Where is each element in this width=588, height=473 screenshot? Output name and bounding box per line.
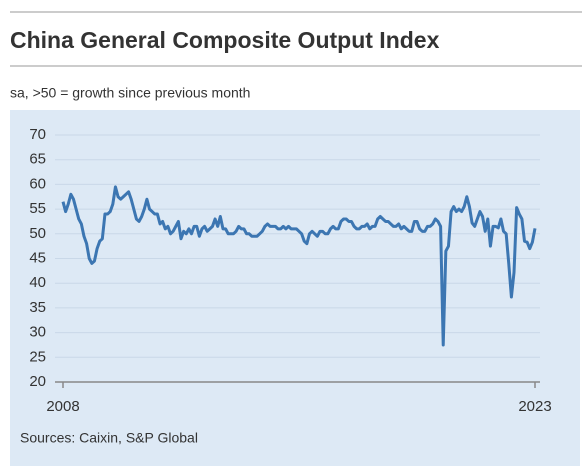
y-tick-label: 30	[29, 324, 46, 341]
y-tick-label: 55	[29, 200, 46, 217]
source: Sources: Caixin, S&P Global	[20, 430, 198, 446]
y-tick-label: 45	[29, 249, 46, 266]
plot-panel	[10, 110, 580, 466]
y-tick-label: 25	[29, 348, 46, 365]
series-line	[61, 185, 537, 347]
y-tick-label: 20	[29, 373, 46, 390]
y-tick-label: 40	[29, 274, 46, 291]
plot: 20 25 30 35 40 45 50 55 60 65 70 2008 2023	[29, 126, 551, 415]
y-tick-label: 65	[29, 151, 46, 168]
subtitle: sa, >50 = growth since previous month	[10, 85, 250, 101]
y-tick-label: 50	[29, 225, 46, 242]
chart-title: China General Composite Output Index	[10, 27, 440, 53]
y-tick-label: 35	[29, 299, 46, 316]
x-tick-label: 2008	[46, 398, 79, 415]
x-tick-label: 2023	[518, 398, 551, 415]
y-tick-label: 60	[29, 175, 46, 192]
y-tick-label: 70	[29, 126, 46, 143]
